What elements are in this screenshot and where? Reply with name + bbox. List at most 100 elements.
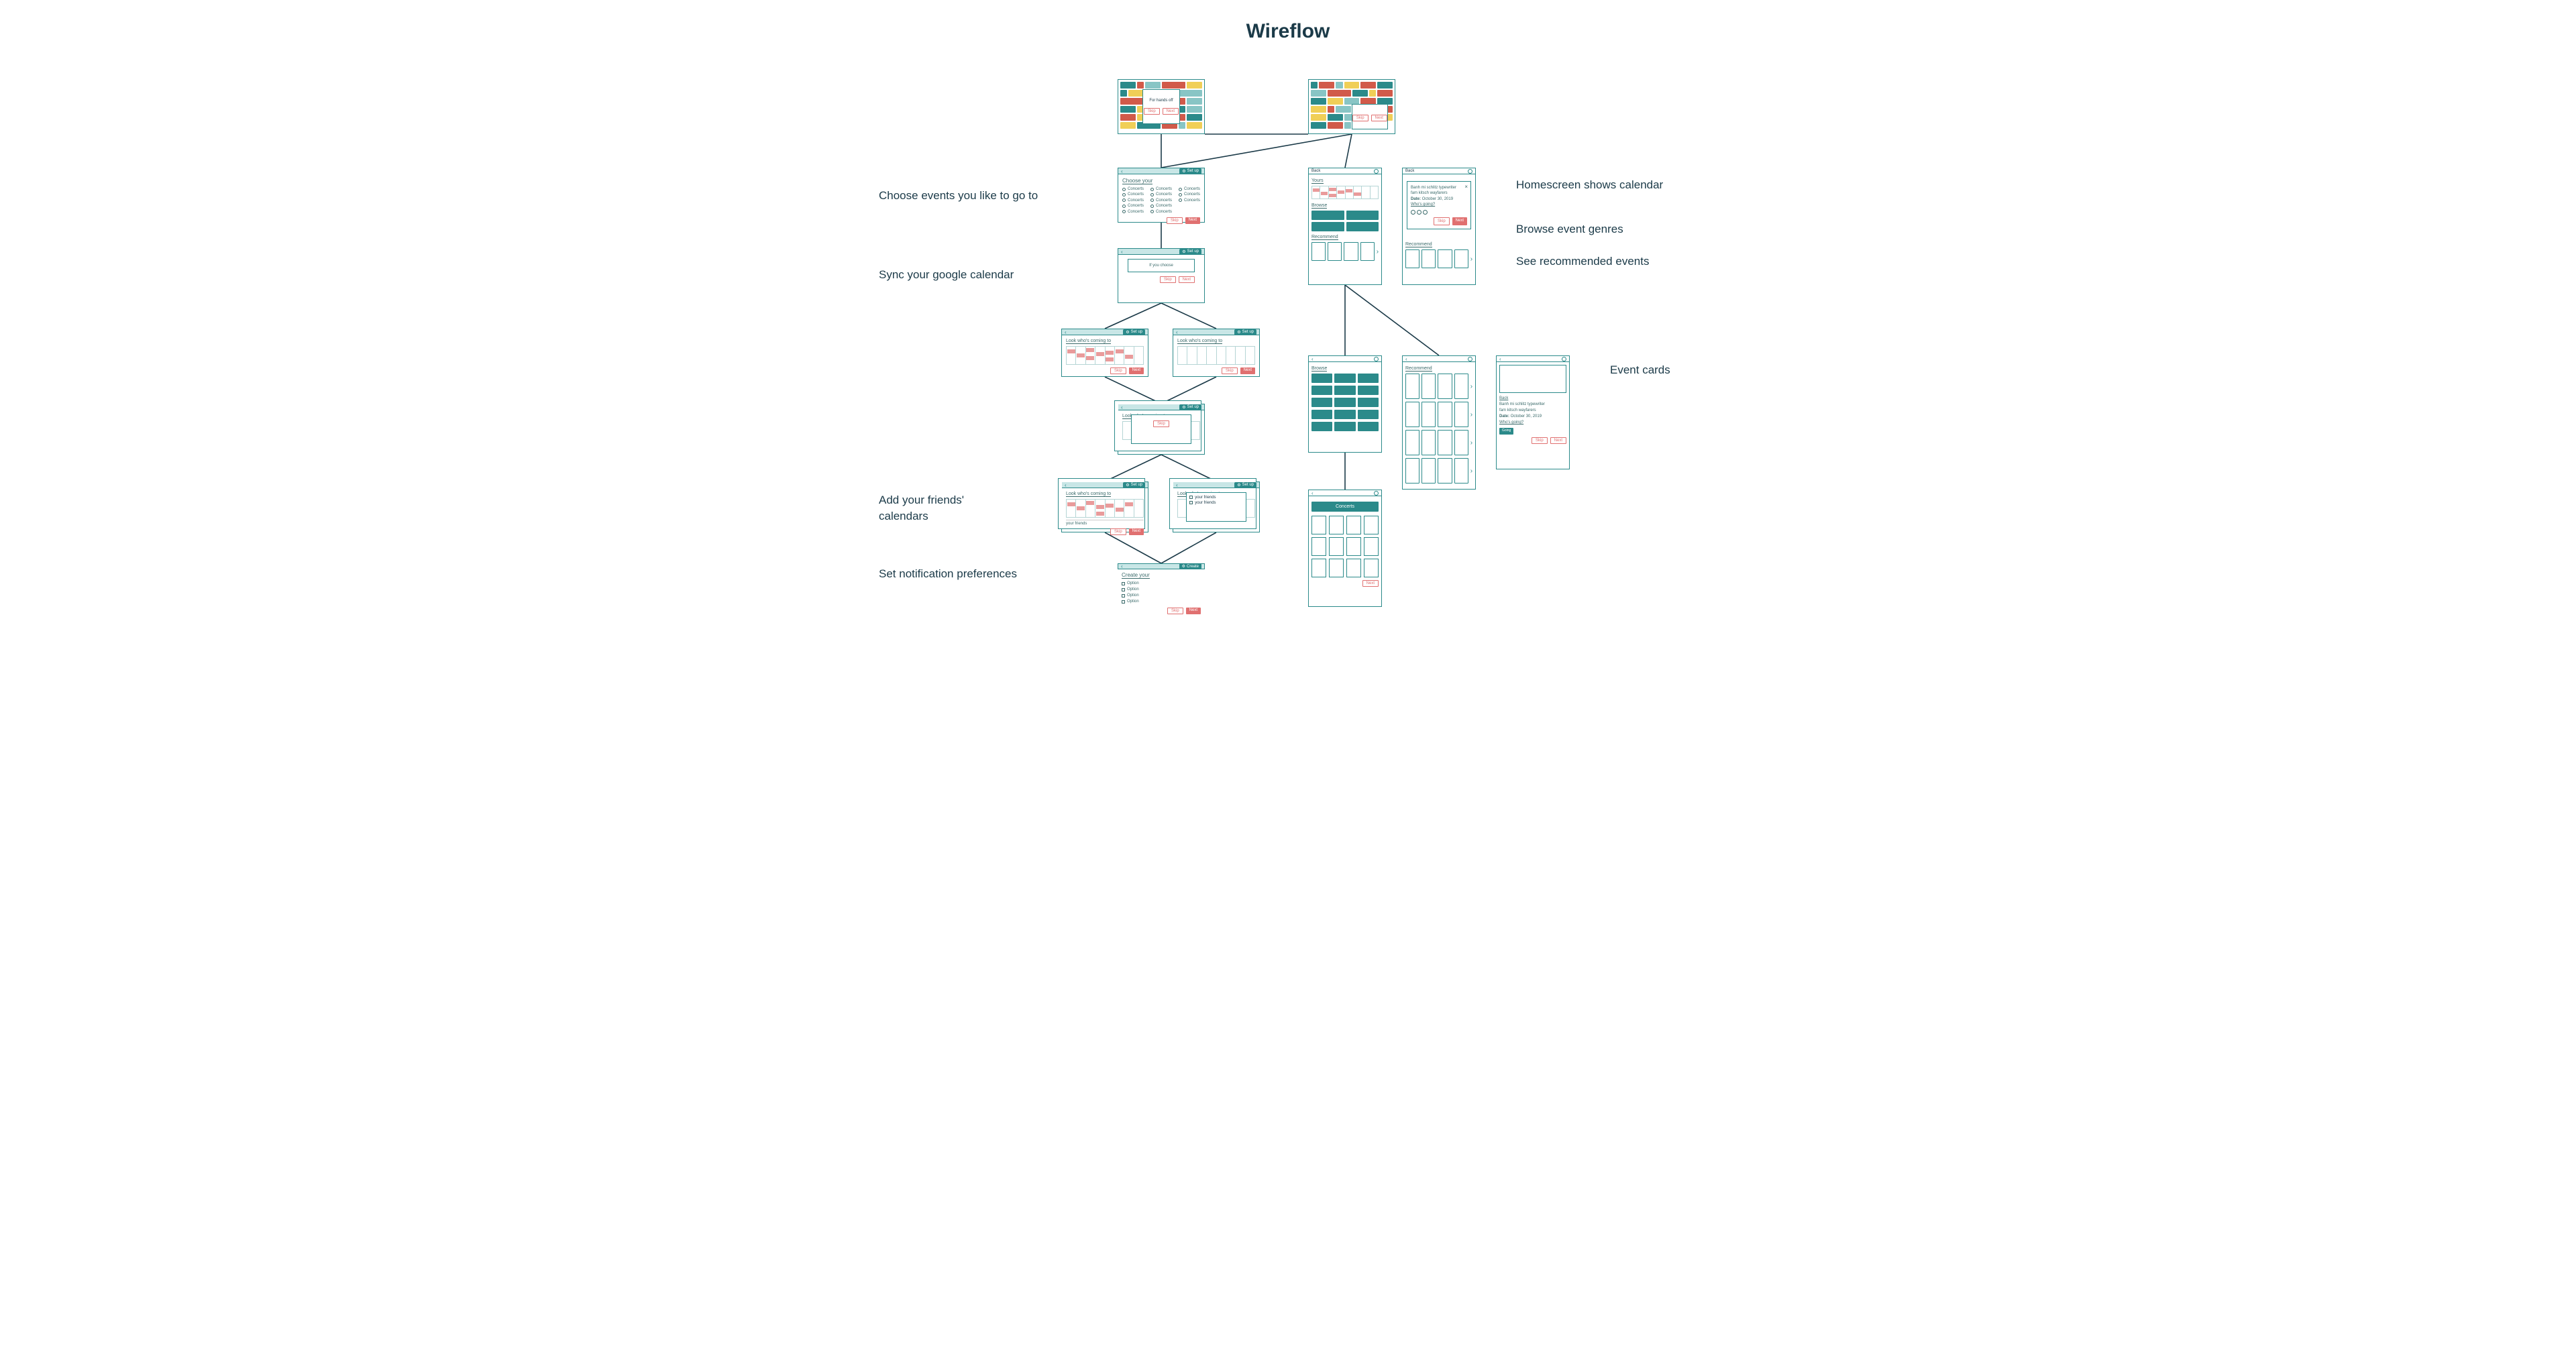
screen-concert-list: ‹ Concerts Next	[1308, 490, 1382, 607]
profile-icon[interactable]	[1562, 357, 1566, 361]
chevron-right-icon[interactable]: ›	[1470, 439, 1472, 447]
next-button[interactable]: Next	[1550, 437, 1566, 444]
topbar: ‹ ⚙ Set up	[1062, 482, 1148, 488]
browse-genres[interactable]	[1311, 211, 1379, 220]
topbar: ‹ ⚙ Set up	[1118, 168, 1204, 174]
event-hero	[1499, 365, 1566, 393]
back-arrow-icon[interactable]: ‹	[1065, 329, 1067, 335]
skip-button[interactable]: Skip	[1532, 437, 1548, 444]
skip-button[interactable]: Skip	[1144, 108, 1160, 115]
screen-notification-prefs: ‹ ⚙ Create Create your Option Option Opt…	[1118, 563, 1205, 625]
back-arrow-icon[interactable]: ‹	[1065, 482, 1067, 488]
recommended-row[interactable]: ›	[1405, 249, 1472, 268]
setup-chip: ⚙ Set up	[1234, 329, 1256, 335]
next-button[interactable]: Next	[1362, 580, 1379, 587]
screen-homescreen-popup: Back × Banh mi schlitz typewriter fam ki…	[1402, 168, 1476, 285]
skip-button[interactable]: Skip	[1167, 217, 1183, 224]
screen-calendar-empty: ‹ ⚙ Set up Look who's coming to Skip Nex…	[1173, 329, 1260, 377]
next-button[interactable]: Next	[1240, 367, 1255, 374]
next-button[interactable]: Next	[1163, 108, 1179, 115]
next-button[interactable]: Next	[1452, 217, 1467, 225]
annotation-recommended: See recommended events	[1516, 253, 1649, 270]
going-tag[interactable]: Going	[1499, 428, 1513, 435]
splash-modal-b: Skip Next	[1352, 104, 1388, 129]
back-arrow-icon[interactable]: ‹	[1121, 563, 1123, 569]
chevron-right-icon[interactable]: ›	[1470, 383, 1472, 390]
annotation-sync: Sync your google calendar	[879, 267, 1014, 283]
annotation-event-cards: Event cards	[1610, 362, 1670, 378]
chevron-right-icon[interactable]: ›	[1377, 248, 1379, 255]
your-calendar	[1311, 186, 1379, 199]
topbar: ‹ ⚙ Set up	[1118, 249, 1204, 255]
create-chip: ⚙ Create	[1179, 563, 1201, 569]
profile-icon[interactable]	[1468, 357, 1472, 361]
annotation-home-calendar: Homescreen shows calendar	[1516, 177, 1663, 193]
splash-modal-a: For hands off Skip Next	[1142, 89, 1180, 123]
next-button[interactable]: Next	[1129, 367, 1144, 374]
event-popup: × Banh mi schlitz typewriter fam kitsch …	[1407, 181, 1471, 229]
screen-homescreen: Back Yours Browse Recommend ›	[1308, 168, 1382, 285]
topbar: ‹	[1403, 356, 1475, 362]
screen-friends-prompt: ‹ ⚙ Set up Look who's coming to Skip	[1118, 404, 1205, 455]
profile-icon[interactable]	[1374, 169, 1379, 174]
annotation-browse-genres: Browse event genres	[1516, 221, 1623, 237]
friends-modal: Skip	[1131, 414, 1191, 444]
choose-headline: Choose your	[1122, 178, 1152, 184]
skip-button[interactable]: Skip	[1434, 217, 1450, 225]
next-button[interactable]: Next	[1129, 528, 1144, 535]
topbar: ‹	[1309, 356, 1381, 362]
screen-sync-calendar: ‹ ⚙ Set up If you choose Skip Next	[1118, 248, 1205, 303]
topbar: ‹ ⚙ Set up	[1118, 404, 1204, 410]
skip-button[interactable]: Skip	[1222, 367, 1238, 374]
week-strip	[1177, 346, 1255, 365]
next-button[interactable]: Next	[1179, 276, 1195, 283]
back-arrow-icon[interactable]: ‹	[1121, 168, 1123, 174]
setup-chip: ⚙ Set up	[1123, 329, 1145, 335]
back-arrow-icon[interactable]: ‹	[1499, 356, 1501, 362]
profile-icon[interactable]	[1374, 491, 1379, 496]
close-icon[interactable]: ×	[1464, 183, 1468, 190]
profile-icon[interactable]	[1374, 357, 1379, 361]
back-arrow-icon[interactable]: ‹	[1121, 249, 1123, 255]
screen-friends-calendar-a: ‹ ⚙ Set up Look who's coming to your fri…	[1061, 481, 1148, 532]
back-arrow-icon[interactable]: ‹	[1405, 356, 1407, 362]
skip-button[interactable]: Skip	[1352, 115, 1368, 121]
chevron-right-icon[interactable]: ›	[1470, 255, 1472, 263]
setup-chip: ⚙ Set up	[1123, 482, 1145, 488]
chevron-right-icon[interactable]: ›	[1470, 411, 1472, 418]
screen-recommended-list: ‹ Recommend › › › ›	[1402, 355, 1476, 490]
next-button[interactable]: Next	[1185, 217, 1200, 224]
skip-button[interactable]: Skip	[1153, 420, 1169, 427]
skip-button[interactable]: Skip	[1167, 608, 1183, 614]
topbar: ‹	[1497, 356, 1569, 362]
screen-splash-a: For hands off Skip Next	[1118, 79, 1205, 134]
topbar: ‹ ⚙ Set up	[1062, 329, 1148, 335]
next-button[interactable]: Next	[1186, 608, 1201, 614]
screen-friends-calendar-b: ‹ ⚙ Set up Look who's coming to your fri…	[1173, 481, 1260, 532]
screen-splash-b: Skip Next	[1308, 79, 1395, 134]
topbar: Back	[1309, 168, 1381, 174]
next-button[interactable]: Next	[1371, 115, 1387, 121]
topbar: ‹ ⚙ Set up	[1173, 329, 1259, 335]
recommended-row[interactable]: ›	[1311, 242, 1379, 261]
splash-modal-text: For hands off	[1149, 99, 1173, 103]
back-arrow-icon[interactable]: ‹	[1311, 490, 1313, 496]
screen-browse-genres: ‹ Browse	[1308, 355, 1382, 453]
topbar: ‹ ⚙ Create	[1118, 563, 1205, 569]
back-arrow-icon[interactable]: ‹	[1311, 356, 1313, 362]
chevron-right-icon[interactable]: ›	[1470, 467, 1472, 475]
profile-icon[interactable]	[1468, 169, 1472, 174]
setup-chip: ⚙ Set up	[1179, 249, 1201, 255]
sync-modal: If you choose	[1128, 259, 1195, 272]
back-arrow-icon[interactable]: ‹	[1176, 482, 1178, 488]
skip-button[interactable]: Skip	[1110, 367, 1126, 374]
setup-chip: ⚙ Set up	[1179, 404, 1201, 410]
back-arrow-icon[interactable]: ‹	[1121, 404, 1123, 410]
annotation-choose: Choose events you like to go to	[879, 188, 1038, 204]
skip-button[interactable]: Skip	[1110, 528, 1126, 535]
browse-genres[interactable]	[1311, 222, 1379, 231]
concert-header: Concerts	[1311, 502, 1379, 512]
topbar: ‹	[1309, 490, 1381, 496]
skip-button[interactable]: Skip	[1160, 276, 1176, 283]
back-arrow-icon[interactable]: ‹	[1176, 329, 1178, 335]
